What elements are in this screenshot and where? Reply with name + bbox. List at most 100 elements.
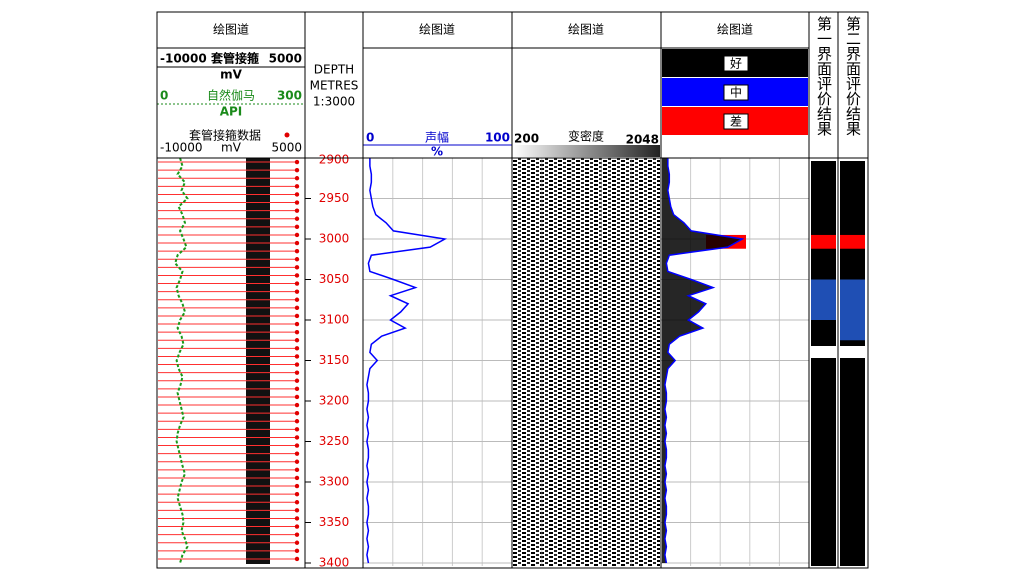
- collar-dot: [294, 386, 300, 392]
- label: 0: [366, 131, 374, 145]
- ccl-waveform: [246, 158, 270, 564]
- collar-dot: [294, 232, 300, 238]
- collar-dot: [294, 184, 300, 189]
- interface-bg: [811, 358, 836, 566]
- collar-dot: [294, 159, 300, 165]
- collar-dot: [294, 394, 300, 400]
- label: -10000: [160, 52, 207, 66]
- collar-dot: [294, 419, 300, 424]
- collar-dot: [294, 443, 300, 448]
- amplitude-curve-eval: [664, 158, 745, 564]
- depth-header: DEPTH: [314, 63, 354, 77]
- collar-dot: [294, 257, 300, 262]
- collar-dot: [294, 475, 300, 481]
- collar-dot: [294, 516, 300, 521]
- collar-dot: [294, 281, 300, 286]
- depth-label: 3150: [319, 353, 350, 367]
- depth-label: 2900: [319, 153, 350, 167]
- collar-dot: [294, 224, 300, 230]
- collar-dot: [294, 540, 300, 545]
- depth-header: 1:3000: [313, 95, 355, 109]
- depth-label: 3000: [319, 232, 350, 246]
- depth-label: 3250: [319, 434, 350, 448]
- collar-dot: [294, 305, 300, 311]
- collar-dot: [294, 467, 300, 473]
- collar-dot: [294, 548, 300, 554]
- interface-zone: [840, 234, 865, 249]
- vdl-scale-bar: [513, 145, 660, 157]
- frame: [156, 11, 869, 569]
- depth-label: 3400: [319, 556, 350, 570]
- label: mV: [221, 141, 242, 155]
- label: API: [220, 105, 243, 119]
- track-title: 绘图道: [419, 22, 455, 37]
- label: 自然伽马: [207, 88, 255, 103]
- collar-dot: [294, 451, 300, 456]
- label: 5000: [271, 141, 302, 155]
- label: 0: [160, 89, 168, 103]
- label: 套管接箍数据: [189, 128, 261, 143]
- collar-dot: [294, 508, 300, 513]
- track-title: 绘图道: [213, 22, 249, 37]
- collar-dot: [294, 192, 300, 197]
- label: %: [431, 145, 443, 159]
- label: 变密度: [568, 129, 604, 144]
- collar-dot: [294, 240, 300, 246]
- collar-dot: [294, 265, 300, 270]
- collar-dot: [294, 167, 300, 173]
- rating-label: 差: [730, 115, 742, 129]
- collar-dot: [294, 427, 300, 432]
- depth-label: 3200: [319, 394, 350, 408]
- amplitude-curve: [366, 158, 448, 564]
- interface-zone: [811, 279, 836, 320]
- collar-dot: [294, 459, 300, 464]
- rating-box: [723, 113, 749, 130]
- collar-dot: [294, 370, 300, 375]
- collar-dot: [294, 346, 300, 351]
- legend-dot: [284, 132, 290, 138]
- collar-dot: [294, 248, 300, 254]
- collar-dot: [294, 208, 300, 213]
- collar-dot: [294, 354, 300, 359]
- interface-bg: [840, 358, 865, 566]
- track-title: 第一界面评价结果: [815, 15, 833, 136]
- gamma-curve: [174, 157, 189, 564]
- depth-label: 2950: [319, 191, 350, 205]
- amplitude-fill: [662, 158, 743, 563]
- collar-dot: [294, 273, 300, 278]
- depth-label: 3350: [319, 515, 350, 529]
- track-title: 绘图道: [568, 22, 604, 37]
- collar-dot: [294, 338, 300, 343]
- label: 5000: [269, 52, 302, 66]
- collar-dot: [294, 297, 300, 302]
- rating-label: 好: [730, 57, 742, 71]
- collar-dot: [294, 329, 300, 335]
- collar-dot: [294, 500, 300, 505]
- depth-label: 3050: [319, 272, 350, 286]
- interface-zone: [840, 279, 865, 341]
- label: 声幅: [425, 130, 449, 145]
- collar-dot: [294, 362, 300, 367]
- collar-dot: [294, 524, 300, 529]
- collar-dot: [294, 216, 300, 221]
- collar-dot: [294, 313, 300, 319]
- track-title: 绘图道: [717, 22, 753, 37]
- label: -10000: [160, 141, 203, 155]
- collar-dot: [294, 176, 300, 181]
- label: 200: [514, 132, 539, 146]
- label: 2048: [626, 133, 659, 147]
- collar-dot: [294, 410, 300, 416]
- label: 300: [277, 89, 302, 103]
- rating-box: [723, 55, 749, 72]
- collar-dot: [294, 289, 300, 294]
- collar-dot: [294, 402, 300, 408]
- label: mV: [220, 68, 243, 82]
- collar-dot: [294, 321, 300, 327]
- label: 套管接箍: [210, 51, 259, 66]
- vdl-image: [513, 158, 660, 566]
- collar-dot: [294, 556, 300, 562]
- depth-header: METRES: [310, 79, 359, 93]
- collar-dot: [294, 200, 300, 205]
- depth-label: 3300: [319, 475, 350, 489]
